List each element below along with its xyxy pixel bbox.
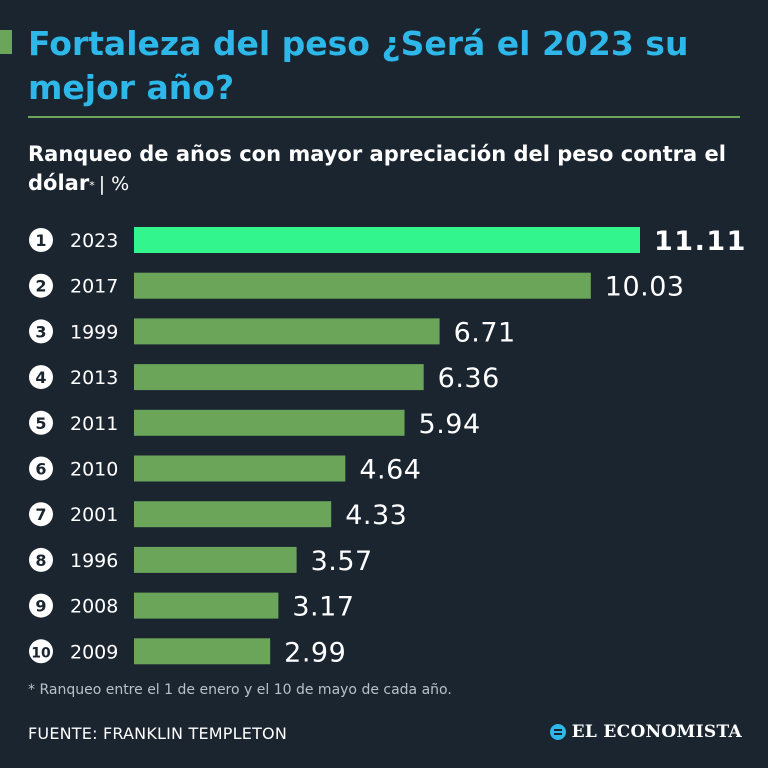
value-label: 6.36: [438, 363, 500, 394]
subtitle-unit: | %: [98, 173, 130, 195]
rank-badge-circle: [29, 639, 53, 664]
rank-badge-circle: [29, 502, 53, 527]
year-label: 1996: [70, 550, 118, 572]
year-label: 2009: [70, 641, 118, 663]
value-label: 3.17: [292, 592, 354, 623]
bar: [134, 227, 640, 253]
rank-badge-circle: [29, 547, 53, 572]
bar: [134, 501, 332, 528]
value-label: 6.71: [454, 317, 516, 348]
title-accent-bar: [0, 30, 12, 54]
rank-number: 5: [35, 414, 46, 433]
source-credit: FUENTE: FRANKLIN TEMPLETON: [28, 724, 288, 743]
subtitle-text: Ranqueo de años con mayor apreciación de…: [28, 142, 726, 195]
rank-number: 6: [35, 460, 46, 479]
rank-number: 2: [35, 277, 46, 296]
value-label: 5.94: [419, 409, 481, 440]
subtitle-asterisk: *: [89, 179, 95, 192]
value-label: 10.03: [605, 272, 685, 303]
footnote: * Ranqueo entre el 1 de enero y el 10 de…: [28, 682, 452, 698]
bar: [134, 364, 424, 391]
year-label: 2008: [70, 596, 118, 618]
page-title: Fortaleza del peso ¿Será el 2023 su mejo…: [28, 24, 689, 107]
year-label: 2023: [70, 230, 118, 252]
chart-subtitle: Ranqueo de años con mayor apreciación de…: [28, 140, 748, 199]
logo-mark-icon: [549, 724, 566, 740]
rank-number: 4: [35, 368, 46, 387]
year-label: 2010: [70, 459, 118, 481]
rank-badge-circle: [29, 365, 53, 390]
year-label: 1999: [70, 321, 118, 343]
title-divider: [28, 116, 740, 118]
rank-number: 10: [31, 645, 51, 661]
year-label: 2013: [70, 367, 118, 389]
bar: [134, 638, 271, 665]
rank-number: 7: [35, 505, 46, 524]
year-label: 2017: [70, 276, 118, 298]
bar: [134, 409, 405, 436]
rank-badge-circle: [29, 410, 53, 435]
value-label: 4.33: [345, 500, 407, 531]
rank-badge-circle: [29, 319, 53, 344]
bar: [134, 318, 440, 345]
value-label: 3.57: [311, 546, 373, 577]
publisher-logo: EL ECONOMISTA: [549, 722, 742, 742]
logo-text: EL ECONOMISTA: [571, 722, 742, 742]
rank-badge-circle: [29, 228, 53, 252]
rank-number: 1: [35, 231, 46, 250]
rank-number: 9: [35, 597, 46, 616]
rank-badge-circle: [29, 593, 53, 618]
rank-badge-circle: [29, 273, 53, 298]
year-label: 2011: [70, 413, 118, 435]
bar: [134, 455, 346, 482]
value-label: 11.11: [654, 226, 747, 257]
value-label: 4.64: [359, 455, 421, 486]
rank-number: 3: [35, 322, 46, 341]
bar: [134, 546, 297, 573]
bar: [134, 592, 279, 619]
year-label: 2001: [70, 504, 118, 526]
value-label: 2.99: [284, 637, 346, 668]
rank-number: 8: [35, 551, 46, 570]
bar: [134, 272, 591, 299]
rank-badge-circle: [29, 456, 53, 481]
